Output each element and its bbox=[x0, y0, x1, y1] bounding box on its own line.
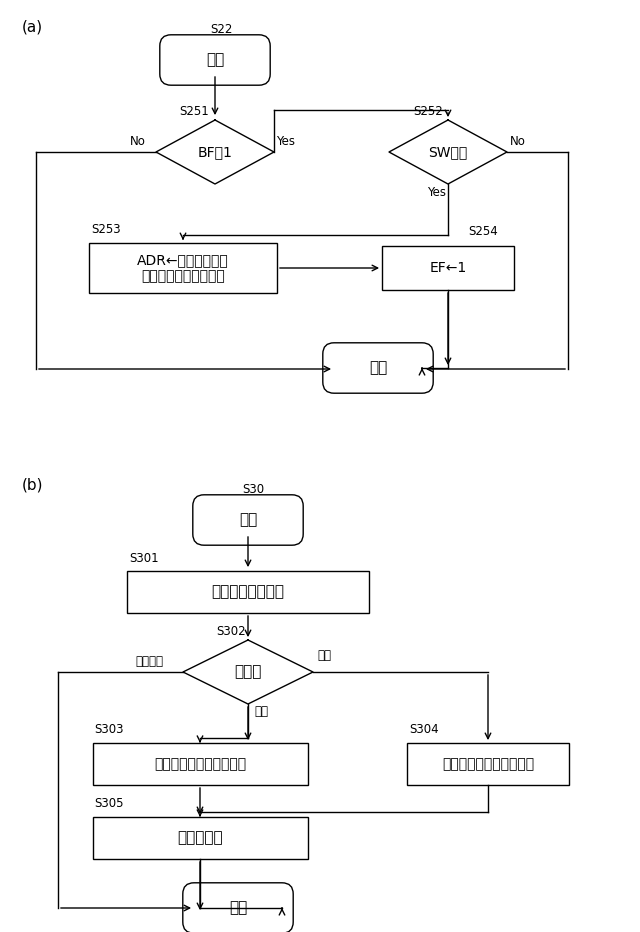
FancyBboxPatch shape bbox=[193, 495, 303, 545]
Text: 開始: 開始 bbox=[206, 52, 224, 67]
Text: 変化なし: 変化なし bbox=[135, 655, 163, 668]
Text: S304: S304 bbox=[409, 723, 438, 736]
Bar bbox=[127, 571, 369, 613]
Text: 離鍵: 離鍵 bbox=[317, 649, 331, 662]
Text: S303: S303 bbox=[95, 723, 124, 736]
Text: S305: S305 bbox=[95, 797, 124, 810]
Text: 鍵状態: 鍵状態 bbox=[234, 665, 262, 679]
Bar bbox=[93, 743, 307, 785]
Text: (a): (a) bbox=[22, 20, 43, 35]
Text: EF←1: EF←1 bbox=[429, 261, 467, 275]
Text: S301: S301 bbox=[129, 552, 159, 565]
Text: Yes: Yes bbox=[427, 186, 446, 199]
Text: No: No bbox=[130, 135, 146, 148]
Bar bbox=[89, 243, 277, 293]
Text: ノートオンコマンド作成: ノートオンコマンド作成 bbox=[154, 757, 246, 771]
Text: No: No bbox=[510, 135, 526, 148]
Text: S254: S254 bbox=[468, 225, 498, 238]
Text: 次へ: 次へ bbox=[229, 900, 247, 915]
Text: (b): (b) bbox=[22, 478, 44, 493]
Bar bbox=[382, 246, 514, 290]
Text: S252: S252 bbox=[413, 105, 443, 118]
FancyBboxPatch shape bbox=[160, 34, 270, 85]
Text: SWオン: SWオン bbox=[428, 145, 468, 159]
Text: 終了: 終了 bbox=[369, 361, 387, 376]
Text: BF＝1: BF＝1 bbox=[198, 145, 232, 159]
Text: S253: S253 bbox=[91, 223, 120, 236]
FancyBboxPatch shape bbox=[183, 883, 293, 932]
Text: S302: S302 bbox=[216, 625, 246, 638]
Text: ADR←エンディング
パターン開始アドレス: ADR←エンディング パターン開始アドレス bbox=[137, 253, 229, 283]
Text: メロディ鍵域走査: メロディ鍵域走査 bbox=[211, 584, 285, 599]
Text: 押鍵: 押鍵 bbox=[254, 705, 268, 718]
Text: 音源へ送付: 音源へ送付 bbox=[177, 830, 223, 845]
FancyBboxPatch shape bbox=[323, 343, 433, 393]
Bar bbox=[407, 743, 569, 785]
Text: 開始: 開始 bbox=[239, 513, 257, 528]
Text: S22: S22 bbox=[210, 23, 232, 36]
Text: S30: S30 bbox=[242, 483, 264, 496]
Bar bbox=[93, 817, 307, 859]
Text: Yes: Yes bbox=[276, 135, 295, 148]
Text: S251: S251 bbox=[179, 105, 209, 118]
Text: ノートオフコマンド作成: ノートオフコマンド作成 bbox=[442, 757, 534, 771]
